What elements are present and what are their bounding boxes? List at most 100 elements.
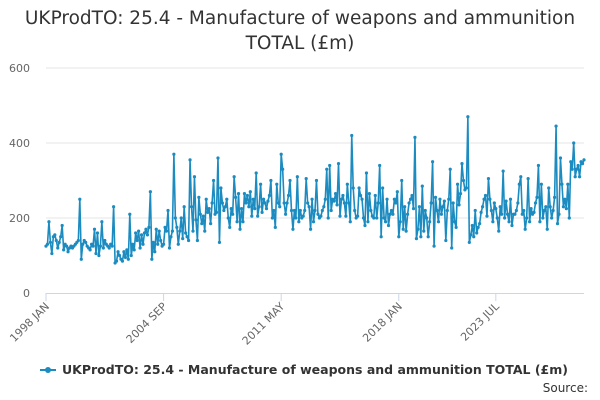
data-point[interactable]: [428, 220, 432, 224]
data-point[interactable]: [389, 208, 394, 213]
data-point[interactable]: [232, 175, 236, 179]
data-point[interactable]: [288, 178, 292, 183]
data-point[interactable]: [47, 220, 51, 224]
data-point[interactable]: [142, 231, 147, 235]
data-point[interactable]: [532, 210, 536, 214]
data-point[interactable]: [582, 158, 586, 162]
data-point[interactable]: [150, 257, 154, 261]
data-point[interactable]: [505, 212, 510, 216]
data-point[interactable]: [311, 220, 316, 224]
data-point[interactable]: [533, 201, 538, 205]
data-point[interactable]: [367, 192, 371, 196]
data-point[interactable]: [45, 242, 50, 246]
data-point[interactable]: [325, 167, 329, 171]
data-point[interactable]: [464, 186, 468, 190]
data-point[interactable]: [195, 238, 199, 243]
data-point[interactable]: [519, 175, 523, 179]
data-point[interactable]: [369, 208, 373, 213]
data-point[interactable]: [539, 182, 543, 186]
data-point[interactable]: [429, 201, 433, 205]
data-point[interactable]: [569, 160, 573, 164]
data-point[interactable]: [361, 216, 366, 220]
data-point[interactable]: [79, 257, 83, 261]
data-point[interactable]: [298, 208, 302, 213]
data-point[interactable]: [364, 171, 369, 175]
data-point[interactable]: [406, 212, 410, 216]
data-point[interactable]: [391, 212, 395, 216]
data-point[interactable]: [375, 216, 379, 220]
data-point[interactable]: [439, 212, 444, 216]
data-point[interactable]: [460, 162, 464, 166]
data-point[interactable]: [162, 242, 166, 246]
data-point[interactable]: [292, 208, 297, 213]
data-point[interactable]: [485, 214, 489, 218]
data-point[interactable]: [422, 229, 426, 233]
data-point[interactable]: [250, 214, 254, 218]
data-point[interactable]: [220, 201, 224, 205]
data-point[interactable]: [381, 186, 385, 190]
data-point[interactable]: [236, 192, 241, 196]
data-point[interactable]: [184, 231, 188, 235]
data-point[interactable]: [231, 212, 235, 216]
data-point[interactable]: [191, 229, 195, 233]
data-point[interactable]: [322, 205, 326, 209]
data-point[interactable]: [551, 208, 555, 213]
data-point[interactable]: [54, 238, 58, 243]
data-point[interactable]: [181, 237, 185, 241]
data-point[interactable]: [192, 175, 197, 179]
data-point[interactable]: [226, 216, 230, 220]
data-point[interactable]: [56, 246, 60, 250]
data-point[interactable]: [132, 248, 136, 252]
data-point[interactable]: [157, 229, 161, 233]
data-point[interactable]: [564, 207, 568, 211]
data-point[interactable]: [294, 216, 298, 220]
data-point[interactable]: [167, 246, 172, 250]
data-point[interactable]: [169, 235, 173, 239]
data-point[interactable]: [295, 175, 299, 179]
data-point[interactable]: [259, 182, 263, 186]
data-point[interactable]: [159, 238, 163, 243]
data-point[interactable]: [416, 227, 420, 231]
data-point[interactable]: [110, 244, 114, 248]
data-point[interactable]: [92, 227, 97, 231]
data-point[interactable]: [400, 178, 404, 183]
data-point[interactable]: [244, 201, 248, 205]
data-point[interactable]: [373, 193, 377, 198]
data-point[interactable]: [341, 193, 345, 198]
data-point[interactable]: [498, 205, 502, 209]
data-point[interactable]: [253, 207, 257, 211]
data-point[interactable]: [572, 141, 576, 145]
data-point[interactable]: [201, 214, 205, 218]
data-point[interactable]: [257, 205, 261, 209]
data-point[interactable]: [435, 208, 439, 213]
data-point[interactable]: [316, 212, 320, 216]
data-point[interactable]: [348, 220, 352, 224]
data-point[interactable]: [426, 235, 430, 239]
data-point[interactable]: [450, 246, 454, 250]
data-point[interactable]: [235, 220, 239, 224]
data-point[interactable]: [269, 178, 273, 183]
data-point[interactable]: [188, 158, 192, 162]
data-point[interactable]: [566, 182, 570, 186]
data-point[interactable]: [179, 216, 183, 220]
data-point[interactable]: [182, 205, 186, 209]
data-point[interactable]: [398, 220, 402, 224]
data-point[interactable]: [558, 156, 563, 160]
data-point[interactable]: [513, 212, 517, 216]
data-point[interactable]: [495, 216, 499, 220]
data-point[interactable]: [438, 197, 442, 201]
data-point[interactable]: [225, 197, 229, 201]
data-point[interactable]: [117, 253, 122, 258]
data-point[interactable]: [360, 197, 364, 201]
data-point[interactable]: [548, 205, 552, 209]
data-point[interactable]: [466, 115, 470, 119]
data-point[interactable]: [353, 208, 357, 213]
data-point[interactable]: [147, 225, 151, 229]
data-point[interactable]: [457, 203, 461, 207]
data-point[interactable]: [314, 178, 319, 183]
data-point[interactable]: [475, 231, 479, 235]
data-point[interactable]: [94, 252, 98, 256]
data-point[interactable]: [358, 193, 363, 198]
data-point[interactable]: [492, 201, 496, 205]
data-point[interactable]: [176, 242, 180, 246]
